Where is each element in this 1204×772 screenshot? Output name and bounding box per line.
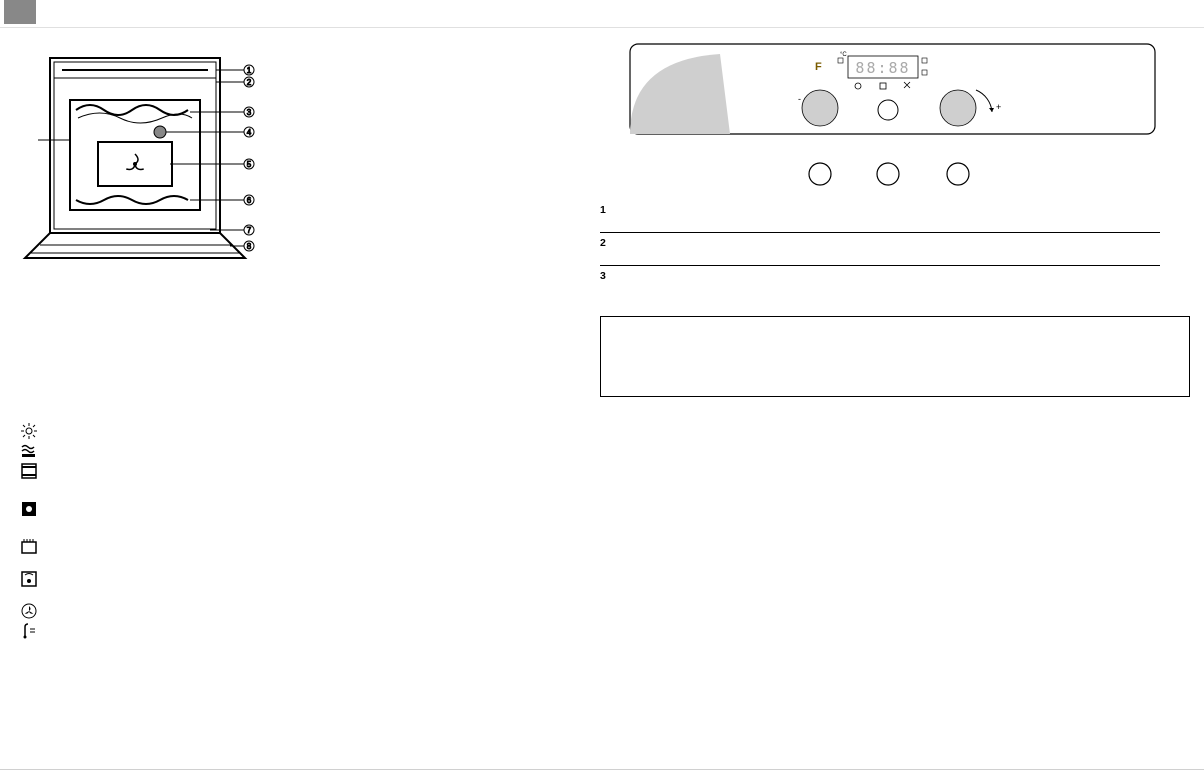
knob-table: 1 2 3 xyxy=(600,200,1160,298)
knob-desc xyxy=(620,204,1160,228)
svg-text:F: F xyxy=(815,61,822,73)
control-panel-diagram: F 88:88 °C - + xyxy=(600,40,1160,190)
svg-text:2: 2 xyxy=(247,78,252,87)
oven-diagram-svg: 1 2 3 4 5 6 7 8 xyxy=(20,40,270,280)
svg-text:6: 6 xyxy=(247,196,252,205)
header-strip xyxy=(0,0,1204,28)
note-box xyxy=(600,316,1190,397)
knob-row-1: 1 xyxy=(600,200,1160,233)
special-icon xyxy=(20,570,38,588)
func-row-lamp xyxy=(20,422,580,440)
oven-diagram: 1 2 3 4 5 6 7 8 xyxy=(20,40,270,280)
svg-text:5: 5 xyxy=(247,160,252,169)
svg-text:+: + xyxy=(996,102,1001,112)
svg-text:1: 1 xyxy=(247,66,252,75)
center-number-list: 1 2 3 4 xyxy=(590,190,602,262)
svg-text:4: 4 xyxy=(247,128,252,137)
func-row-fanforced xyxy=(20,602,580,620)
svg-text:88:88: 88:88 xyxy=(855,59,910,77)
func-row-convbake xyxy=(20,500,580,518)
knob-desc xyxy=(620,237,1160,261)
svg-text:7: 7 xyxy=(247,226,252,235)
knob-num: 3 xyxy=(600,270,620,294)
knob-num: 2 xyxy=(600,237,620,261)
oven-box-icon xyxy=(20,538,38,556)
left-column: 1 2 3 4 5 6 7 8 xyxy=(20,40,580,642)
functions-list xyxy=(20,422,580,640)
lamp-icon xyxy=(20,422,38,440)
svg-text:°C: °C xyxy=(840,52,847,58)
note-text xyxy=(613,328,616,340)
footer-rule xyxy=(0,769,1204,770)
conventional-icon xyxy=(20,462,38,480)
func-row-defrost xyxy=(20,622,580,640)
defrost-icon xyxy=(20,622,38,640)
func-row-ovenbox xyxy=(20,538,580,556)
knob-num: 1 xyxy=(600,204,620,228)
svg-text:-: - xyxy=(798,94,801,104)
func-row-conventional xyxy=(20,462,580,480)
fan-forced-icon xyxy=(20,602,38,620)
conv-bake-icon xyxy=(20,500,38,518)
grill-fan-icon xyxy=(20,442,38,460)
func-row-grillfan xyxy=(20,442,580,460)
header-grey-box xyxy=(4,0,36,24)
knob-row-2: 2 xyxy=(600,233,1160,266)
knob-row-3: 3 xyxy=(600,266,1160,298)
knob-desc xyxy=(620,270,1160,294)
func-row-special xyxy=(20,570,580,588)
right-column: F 88:88 °C - + xyxy=(600,40,1190,397)
svg-text:3: 3 xyxy=(247,108,252,117)
svg-text:8: 8 xyxy=(247,242,252,251)
